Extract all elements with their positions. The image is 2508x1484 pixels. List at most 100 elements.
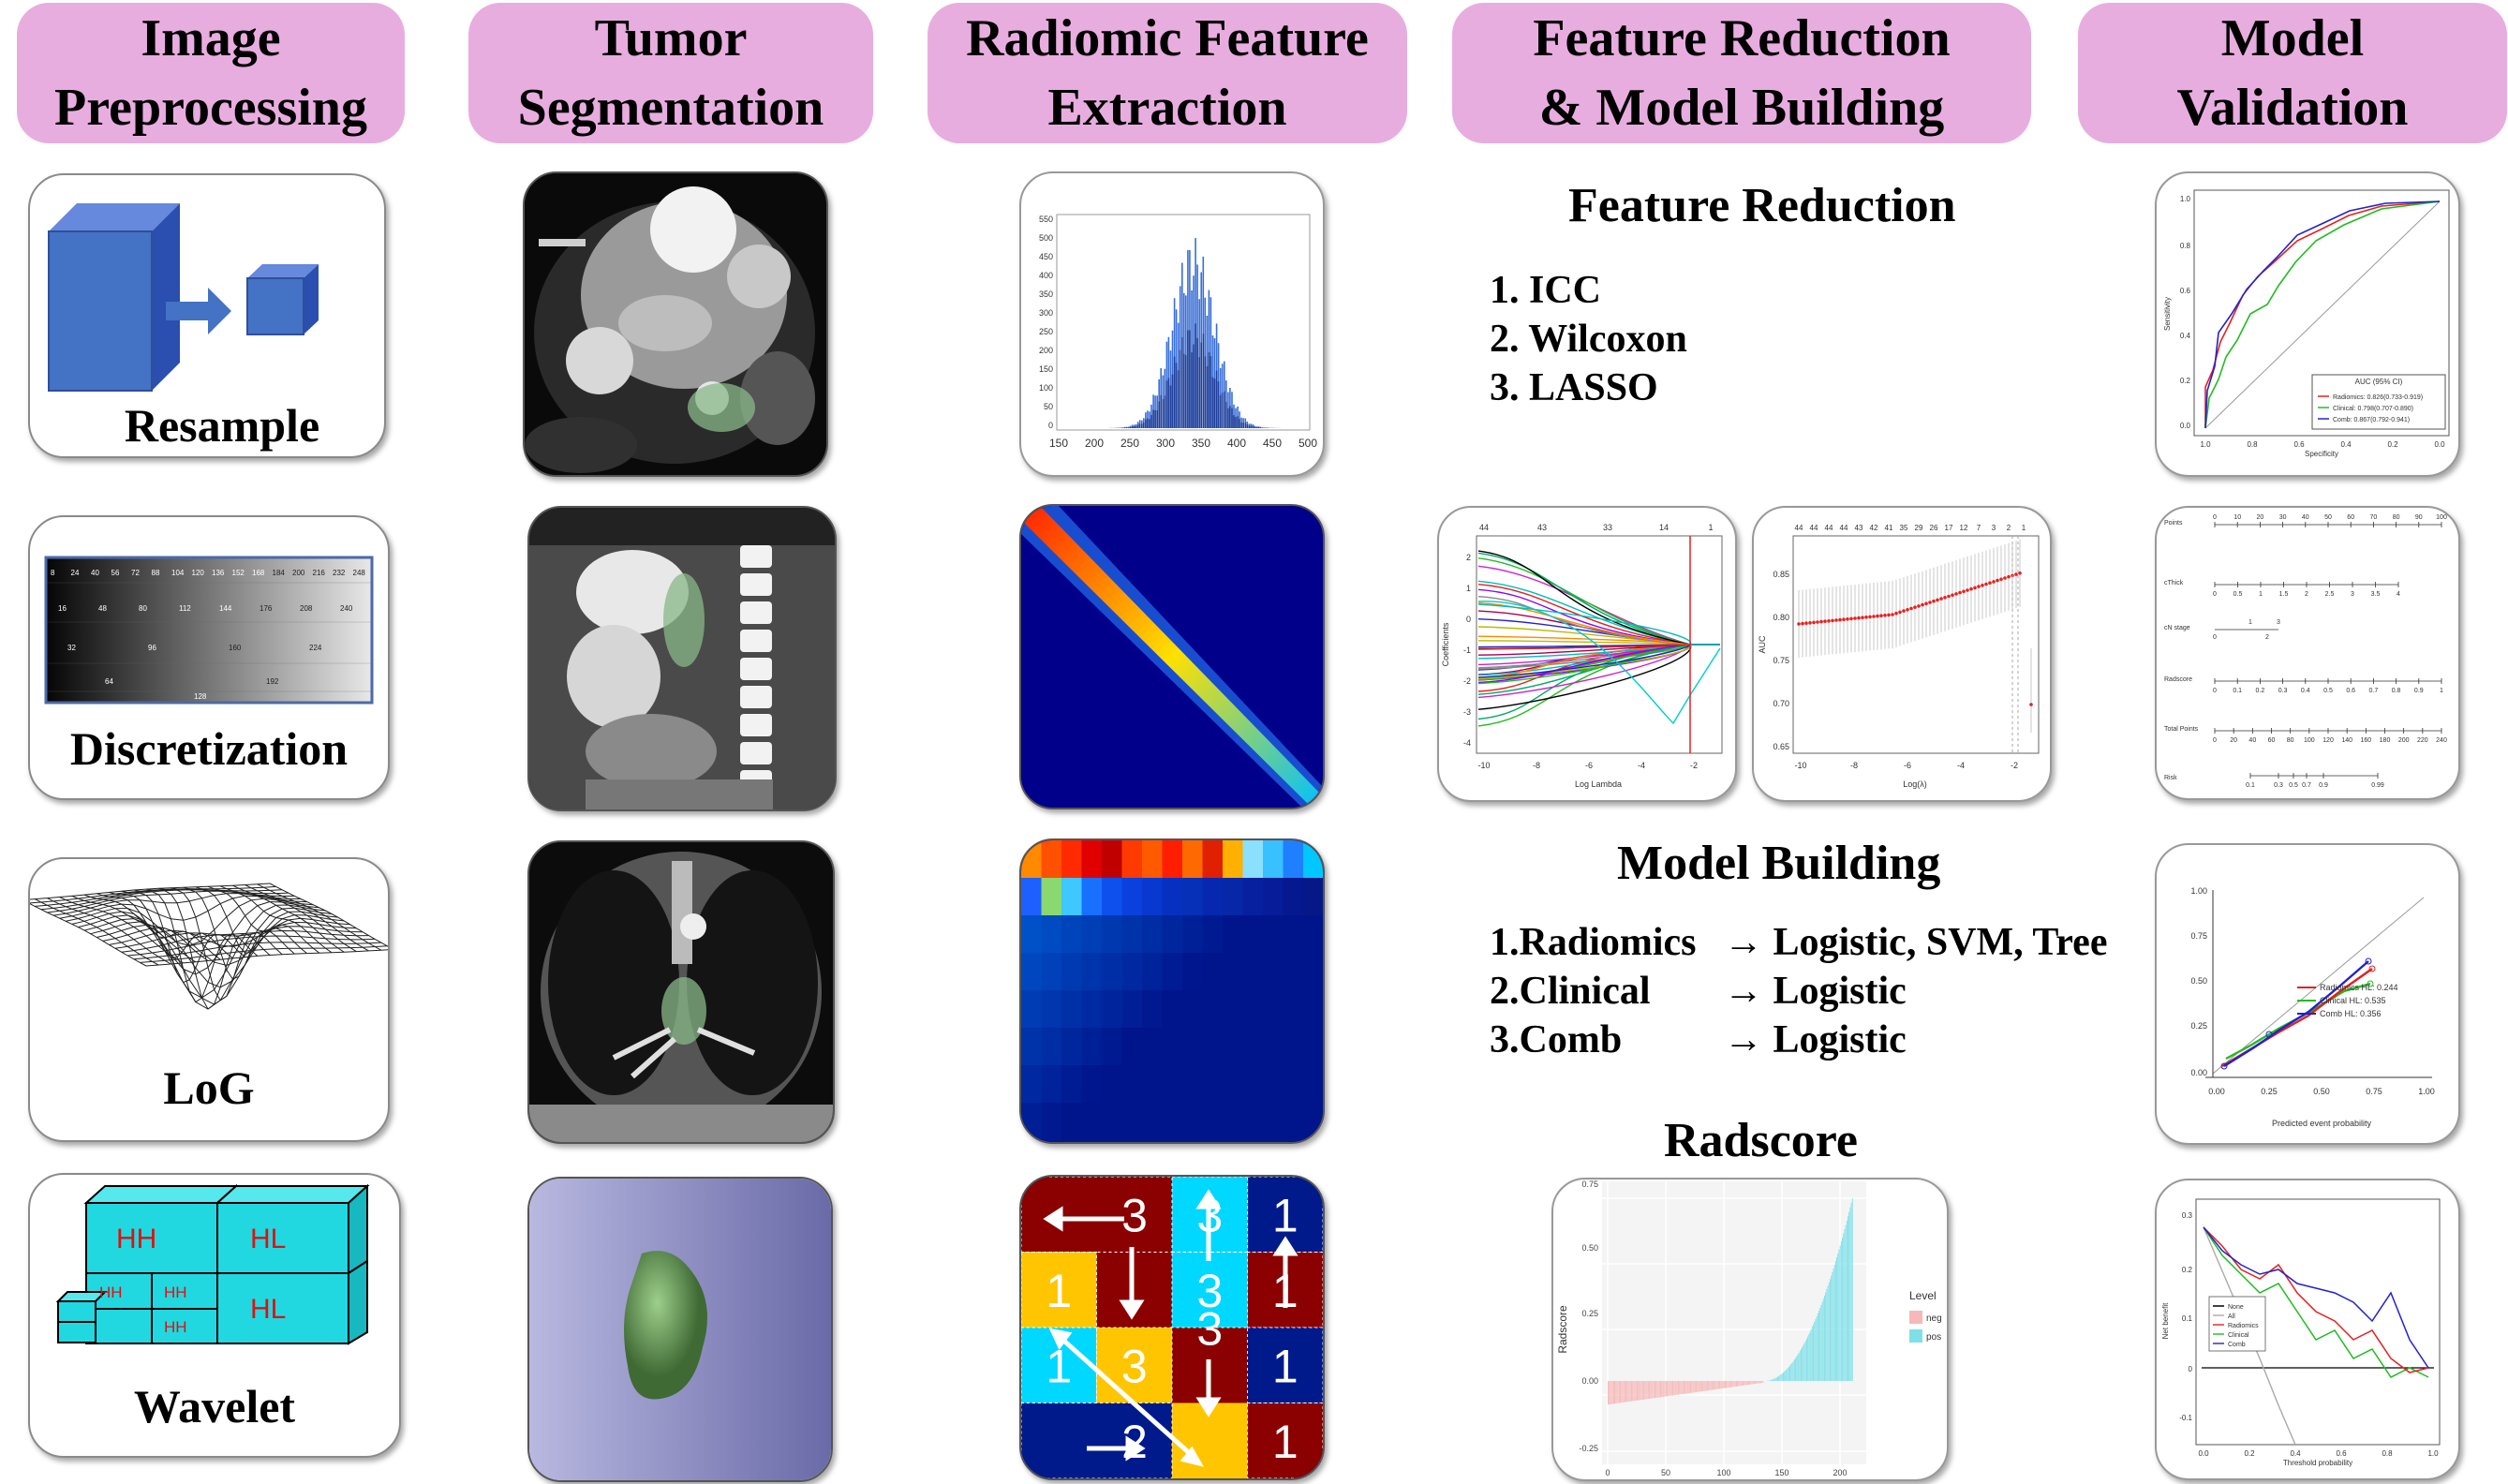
disc-value: 96 bbox=[148, 644, 156, 652]
hist-bar bbox=[1150, 415, 1152, 428]
hist-bar bbox=[1221, 393, 1224, 428]
rad-bar bbox=[1684, 1381, 1686, 1394]
hist-bar bbox=[1235, 417, 1237, 428]
nomogram-tick-label: 1 bbox=[2259, 591, 2263, 598]
wavelet-blocks-icon: HH HL HL HH HH HH bbox=[55, 1183, 370, 1345]
dca-x-tick: 0.2 bbox=[2244, 1449, 2255, 1458]
header-radiomic-feature-extraction: Radiomic Feature Extraction bbox=[928, 3, 1407, 143]
cv-point bbox=[1879, 614, 1883, 617]
rad-bar bbox=[1752, 1381, 1754, 1385]
dca-legend-item: Comb bbox=[2228, 1342, 2246, 1348]
rad-bar bbox=[1676, 1381, 1678, 1395]
hist-bar bbox=[1177, 370, 1180, 428]
radscore-waterfall-plot: 0.75 0.50 0.25 0.00 -0.25 0 50 100 150 200 Radsc… bbox=[1551, 1178, 1949, 1481]
hist-x-tick: 200 bbox=[1085, 437, 1104, 450]
glszm-cell bbox=[1223, 915, 1243, 953]
rad-legend-title: Level bbox=[1909, 1289, 1937, 1302]
dca-y-tick: 0.1 bbox=[2182, 1314, 2193, 1323]
hist-y-tick: 500 bbox=[1039, 233, 1053, 243]
rad-bar bbox=[1721, 1381, 1723, 1389]
rad-bar bbox=[1822, 1298, 1824, 1381]
cv-point bbox=[1834, 618, 1838, 622]
nomogram-tick-label: 0.4 bbox=[2301, 688, 2310, 694]
cv-point bbox=[1898, 610, 1902, 615]
lasso-x-label: Log Lambda bbox=[1575, 779, 1622, 789]
rad-bar bbox=[1818, 1311, 1819, 1381]
rad-bar bbox=[1610, 1381, 1612, 1404]
glszm-cell bbox=[1021, 840, 1042, 878]
lasso-top-tick: 14 bbox=[1659, 523, 1669, 532]
rad-y-tick: 0.75 bbox=[1581, 1180, 1598, 1189]
glszm-cell bbox=[1142, 878, 1163, 915]
cv-point bbox=[1943, 596, 1947, 600]
rad-bar bbox=[1836, 1257, 1837, 1381]
nomogram-tick-label: 0 bbox=[2213, 688, 2217, 694]
lasso-path-line bbox=[1477, 644, 1720, 699]
cv-top-tick: 26 bbox=[1930, 524, 1938, 532]
disc-value: 56 bbox=[111, 569, 120, 577]
log-mesh-line bbox=[83, 907, 333, 1010]
hist-bar bbox=[1162, 399, 1165, 428]
rad-bar bbox=[1639, 1381, 1640, 1401]
hist-bar bbox=[1242, 423, 1244, 428]
cv-point bbox=[2018, 571, 2022, 575]
rad-bar bbox=[1734, 1381, 1736, 1387]
cv-point bbox=[1846, 617, 1849, 621]
rad-bar bbox=[1637, 1381, 1638, 1401]
cal-legend-item: Comb HL: 0.356 bbox=[2320, 1009, 2382, 1018]
cal-y-tick: 0.50 bbox=[2190, 976, 2207, 986]
glszm-cell bbox=[1182, 840, 1203, 878]
rad-bar bbox=[1667, 1381, 1668, 1397]
hist-y-tick: 450 bbox=[1039, 252, 1053, 261]
dca-y-tick: 0.2 bbox=[2182, 1266, 2193, 1274]
hist-y-tick: 100 bbox=[1039, 383, 1053, 393]
wavelet-label-0: HH bbox=[116, 1224, 156, 1254]
hist-y-tick: 350 bbox=[1039, 289, 1053, 299]
disc-value: 224 bbox=[309, 644, 322, 652]
glszm-cell bbox=[1182, 990, 1203, 1028]
vertebra bbox=[740, 630, 772, 652]
hist-x-tick: 450 bbox=[1263, 437, 1282, 450]
rad-bar bbox=[1686, 1381, 1688, 1394]
hist-bar bbox=[1183, 353, 1185, 428]
rad-bar bbox=[1725, 1381, 1726, 1388]
rad-bar bbox=[1644, 1381, 1646, 1400]
glszm-cell bbox=[1303, 1065, 1323, 1103]
glszm-cell bbox=[1142, 990, 1163, 1028]
rad-bar bbox=[1623, 1381, 1625, 1402]
rad-bar bbox=[1741, 1381, 1743, 1386]
cv-point bbox=[1947, 594, 1951, 599]
hist-x-tick: 300 bbox=[1156, 437, 1175, 450]
roc-curve-drawing: AUC (95% CI) Radiomics: 0.826(0.733-0.91… bbox=[2163, 189, 2450, 458]
hist-bar bbox=[1195, 323, 1196, 428]
glrlm-value: 3 bbox=[1121, 1189, 1148, 1241]
dca-y-label: Net benefit bbox=[2161, 1302, 2170, 1339]
cv-y-tick: 0.70 bbox=[1773, 699, 1789, 708]
cv-point bbox=[1977, 585, 1981, 588]
roc-x-tick: 0.2 bbox=[2387, 440, 2398, 449]
nomogram-tick-label: 200 bbox=[2398, 737, 2410, 744]
hist-y-tick: 250 bbox=[1039, 327, 1053, 336]
cal-x-tick: 1.00 bbox=[2418, 1087, 2435, 1096]
roc-legend-item: Clinical: 0.798(0.707-0.890) bbox=[2333, 406, 2413, 412]
glszm-cell bbox=[1283, 878, 1303, 915]
rad-bar bbox=[1844, 1229, 1846, 1381]
cv-point bbox=[1849, 616, 1853, 621]
rad-bar bbox=[1699, 1381, 1700, 1392]
cv-point bbox=[1913, 605, 1917, 609]
nomogram-tick-label: 40 bbox=[2248, 737, 2256, 744]
glrlm-cell bbox=[1171, 1252, 1248, 1328]
disc-value: 248 bbox=[353, 569, 366, 577]
rad-bar bbox=[1651, 1381, 1653, 1399]
disc-value: 16 bbox=[58, 604, 67, 613]
glszm-cell bbox=[1121, 878, 1142, 915]
hist-bar bbox=[1147, 418, 1149, 428]
rad-bar bbox=[1759, 1381, 1760, 1384]
glrlm-value: 3 bbox=[1196, 1265, 1223, 1317]
nomogram-tick-label: 40 bbox=[2302, 514, 2309, 521]
nomogram-tick-label: 80 bbox=[2287, 737, 2294, 744]
cv-point bbox=[1861, 616, 1864, 619]
cal-y-tick: 0.75 bbox=[2190, 931, 2207, 941]
rad-bar bbox=[1717, 1381, 1719, 1389]
rad-bar bbox=[1656, 1381, 1658, 1398]
